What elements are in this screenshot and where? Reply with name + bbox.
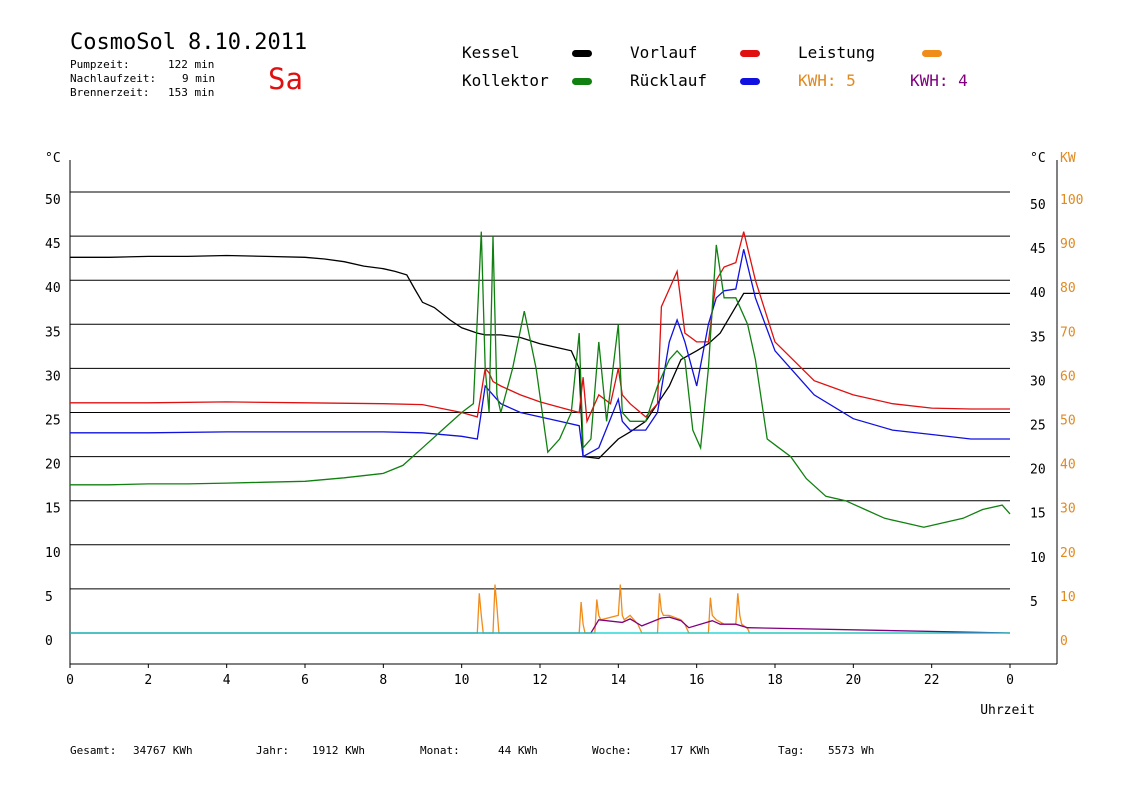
- footer-tag-value: 5573 Wh: [828, 744, 875, 757]
- y2-axis-label: KW: [1060, 151, 1076, 166]
- y2-tick-label: 30: [1060, 502, 1076, 517]
- x-tick-label: 22: [924, 673, 940, 688]
- y-tick-label-right: 30: [1030, 374, 1046, 389]
- x-tick-label: 16: [689, 673, 705, 688]
- y2-tick-label: 0: [1060, 634, 1068, 649]
- y2-tick-label: 40: [1060, 458, 1076, 473]
- x-axis-label: Uhrzeit: [980, 703, 1035, 718]
- y-axis-label-left: °C: [45, 151, 61, 166]
- chart-series: [70, 231, 1011, 634]
- y-tick-label-right: 15: [1030, 507, 1046, 522]
- y-tick-label-right: 40: [1030, 286, 1046, 301]
- x-tick-label: 2: [144, 673, 152, 688]
- x-tick-label: 4: [223, 673, 231, 688]
- series-kwh-line: [70, 616, 1011, 634]
- weekday-label: Sa: [268, 62, 303, 96]
- y-tick-label-left: 35: [45, 325, 61, 340]
- chart-labels: 0510152025303540455051015202530354045500…: [45, 151, 1083, 718]
- y-tick-label-left: 15: [45, 502, 61, 517]
- chart-title: CosmoSol 8.10.2011: [70, 30, 307, 55]
- series-kollektor-line: [70, 231, 1011, 528]
- y2-tick-label: 50: [1060, 414, 1076, 429]
- chart-date: 8.10.2011: [187, 30, 308, 55]
- legend-kollektor-label: Kollektor: [462, 71, 549, 90]
- legend-vorlauf-label: Vorlauf: [630, 43, 698, 62]
- x-tick-label: 14: [611, 673, 627, 688]
- y2-tick-label: 100: [1060, 193, 1083, 208]
- y2-tick-label: 60: [1060, 369, 1076, 384]
- stat-pumpzeit-label: Pumpzeit:: [70, 58, 130, 71]
- x-tick-label: 8: [379, 673, 387, 688]
- y2-tick-label: 80: [1060, 281, 1076, 296]
- y2-tick-label: 70: [1060, 325, 1076, 340]
- y-tick-label-left: 30: [45, 369, 61, 384]
- y-tick-label-left: 45: [45, 237, 61, 252]
- legend-leistung-swatch: [922, 50, 942, 57]
- legend-kollektor-swatch: [572, 78, 592, 85]
- app-name: CosmoSol: [70, 30, 176, 55]
- y-axis-label-right: °C: [1030, 151, 1046, 166]
- footer-gesamt-label: Gesamt:: [70, 744, 117, 757]
- y2-tick-label: 90: [1060, 237, 1076, 252]
- stat-brennerzeit-label: Brennerzeit:: [70, 86, 150, 99]
- series-leistung-line: [70, 584, 1010, 634]
- x-tick-label: 18: [767, 673, 783, 688]
- y-tick-label-right: 45: [1030, 242, 1046, 257]
- legend-kessel-label: Kessel: [462, 43, 520, 62]
- stat-nachlaufzeit-label: Nachlaufzeit:: [70, 72, 157, 85]
- chart-grid: [70, 191, 1010, 590]
- y2-tick-label: 20: [1060, 546, 1076, 561]
- footer-jahr-label: Jahr:: [256, 744, 290, 757]
- y-tick-label-left: 40: [45, 281, 61, 296]
- chart-axes: [69, 160, 1058, 668]
- footer-gesamt-value: 34767 KWh: [133, 744, 193, 757]
- legend-vorlauf-swatch: [740, 50, 760, 57]
- legend-kwh-purple: KWH: 4: [910, 71, 968, 90]
- x-tick-label: 0: [1006, 673, 1014, 688]
- legend-ruecklauf-label: Rücklauf: [630, 71, 708, 90]
- y-tick-label-right: 10: [1030, 551, 1046, 566]
- stat-brennerzeit-value: 153 min: [168, 86, 215, 99]
- footer-woche-value: 17 KWh: [670, 744, 710, 757]
- y-tick-label-right: 25: [1030, 419, 1046, 434]
- stat-pumpzeit-value: 122 min: [168, 58, 215, 71]
- y-tick-label-right: 5: [1030, 595, 1038, 610]
- x-tick-label: 0: [66, 673, 74, 688]
- y2-tick-label: 10: [1060, 590, 1076, 605]
- y-tick-label-left: 0: [45, 634, 53, 649]
- footer-woche-label: Woche:: [592, 744, 632, 757]
- legend-leistung-label: Leistung: [798, 43, 876, 62]
- legend-kwh-orange: KWH: 5: [798, 71, 856, 90]
- x-tick-label: 20: [846, 673, 862, 688]
- x-tick-label: 12: [532, 673, 548, 688]
- series-kessel-line: [70, 254, 1010, 460]
- stat-nachlaufzeit-value: 9 min: [182, 72, 216, 85]
- x-tick-label: 10: [454, 673, 470, 688]
- y-tick-label-right: 20: [1030, 463, 1046, 478]
- x-tick-label: 6: [301, 673, 309, 688]
- y-tick-label-right: 50: [1030, 198, 1046, 213]
- y-tick-label-left: 10: [45, 546, 61, 561]
- footer-jahr-value: 1912 KWh: [312, 744, 365, 757]
- y-tick-label-right: 35: [1030, 330, 1046, 345]
- legend-ruecklauf-swatch: [740, 78, 760, 85]
- y-tick-label-left: 25: [45, 414, 61, 429]
- legend-kessel-swatch: [572, 50, 592, 57]
- footer-tag-label: Tag:: [778, 744, 805, 757]
- y-tick-label-left: 5: [45, 590, 53, 605]
- y-tick-label-left: 50: [45, 193, 61, 208]
- series-vorlauf-line: [70, 231, 1010, 424]
- y-tick-label-left: 20: [45, 458, 61, 473]
- footer-monat-label: Monat:: [420, 744, 460, 757]
- footer-monat-value: 44 KWh: [498, 744, 538, 757]
- series-rcklauf-line: [70, 249, 1010, 458]
